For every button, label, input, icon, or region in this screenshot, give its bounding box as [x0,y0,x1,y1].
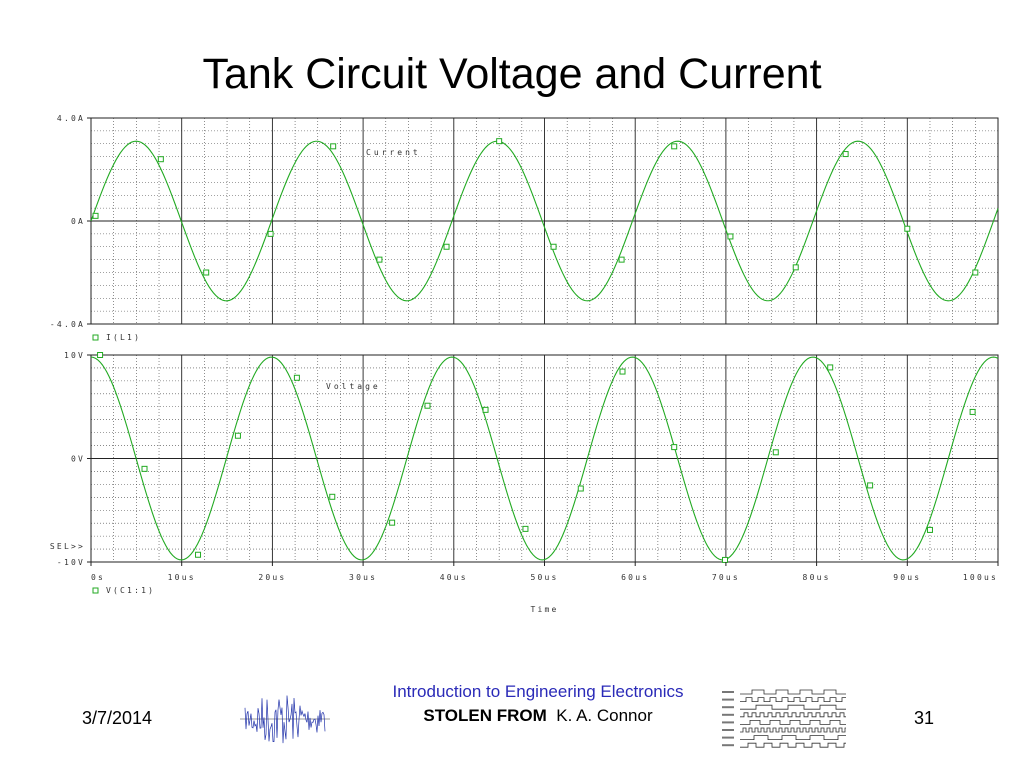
top-legend-label: I(L1) [106,333,141,342]
bottom-ytick-label: -10V [57,558,85,567]
timing-row-wave [740,735,846,740]
bottom-data-point [577,485,584,492]
credit-prefix: STOLEN FROM [423,706,547,725]
bottom-data-point [293,374,300,381]
footer-date: 3/7/2014 [82,708,153,728]
timing-row-label [722,713,734,716]
slide-title: Tank Circuit Voltage and Current [202,50,822,98]
bottom-data-point [234,432,241,439]
bottom-data-point [195,551,202,558]
timing-row-label [722,698,734,701]
bottom-data-point [482,406,489,413]
cursor-select-label: SEL>> [50,542,85,551]
noise-waveform-logo [240,695,330,744]
noise-trace [244,695,326,744]
xtick-label: 90us [893,573,921,582]
top-data-point [496,138,503,145]
probe-plot: 4.0A 0A -4.0A Current I(L1) 10V 0V -10V Voltage V… [50,114,999,614]
top-data-point [792,264,799,271]
timing-row-label [722,744,734,747]
xtick-label: 50us [530,573,558,582]
x-axis-label: Time [530,605,558,614]
timing-row-wave [740,689,846,695]
top-data-point [618,256,625,263]
bottom-legend-label: V(C1:1) [106,586,155,595]
bottom-data-point [619,368,626,375]
bottom-series-line [90,356,999,561]
bottom-data-point [141,465,148,472]
top-data-point [727,233,734,240]
bottom-data-point [97,352,104,358]
bottom-data-point [926,526,933,533]
bottom-ytick-label: 0V [71,455,85,464]
timing-row-wave [740,704,846,710]
xtick-label: 10us [168,573,196,582]
top-legend-marker [92,334,99,341]
bottom-data-point [867,482,874,489]
xtick-label: 70us [712,573,740,582]
timing-row-wave [740,697,846,702]
top-data-point [92,212,99,219]
footer-course-title: Introduction to Engineering Electronics [392,682,684,701]
bottom-ytick-label: 10V [64,351,85,360]
top-data-point [904,225,911,232]
xtick-label: 40us [440,573,468,582]
top-data-point [842,151,849,158]
timing-row-wave [740,712,846,718]
timing-row-wave [740,720,846,725]
timing-row-label [722,729,734,731]
xtick-label: 0s [91,573,105,582]
timing-row-label [722,721,734,724]
timing-diagram-logo [722,689,846,748]
bottom-data-point [671,444,678,451]
top-ytick-label: 0A [71,217,85,226]
xtick-label: 100us [963,573,998,582]
page-number: 31 [914,708,935,728]
bottom-data-point [424,402,431,409]
top-data-point [972,269,979,276]
bottom-data-point [721,556,728,563]
top-data-point [203,269,210,276]
bottom-data-point [329,493,336,500]
bottom-data-point [772,449,779,456]
top-data-point [157,156,164,163]
timing-row-label [722,736,734,739]
xtick-label: 20us [258,573,286,582]
timing-row-wave [740,727,846,733]
timing-row-label [722,706,734,709]
xtick-label: 80us [803,573,831,582]
top-data-point [550,243,557,250]
top-series-line [90,140,999,302]
xtick-label: 30us [349,573,377,582]
top-data-point [443,243,450,250]
top-ytick-label: -4.0A [50,320,85,329]
credit-name: K. A. Connor [556,706,653,725]
top-data-point [671,143,678,150]
footer-credit: STOLEN FROM K. A. Connor [0,706,1024,726]
timing-row-label [722,691,734,693]
top-data-point [330,143,337,150]
bottom-data-point [969,408,976,415]
bottom-annotation: Voltage [326,382,381,391]
bottom-data-point [522,525,529,532]
bottom-legend-marker [92,587,99,594]
top-data-point [267,230,274,237]
timing-row-wave [740,742,846,748]
bottom-data-point [389,519,396,526]
bottom-data-point [827,364,834,371]
xtick-label: 60us [621,573,649,582]
top-ytick-label: 4.0A [57,114,85,123]
top-data-point [376,256,383,263]
top-annotation: Current [366,148,421,157]
